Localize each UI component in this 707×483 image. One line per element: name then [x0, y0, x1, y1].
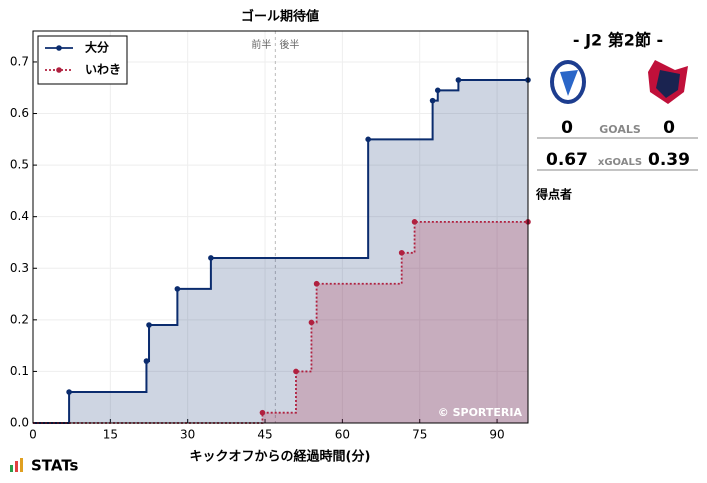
xg-label: xGOALS [598, 157, 642, 168]
y-tick-label: 0.7 [10, 54, 29, 68]
point [66, 389, 72, 395]
home-xg: 0.67 [546, 150, 588, 170]
round: - J2 第2節 - [573, 31, 663, 50]
y-tick-label: 0.5 [10, 158, 29, 172]
point [429, 97, 436, 104]
half-label: 後半 [279, 38, 299, 51]
legend-marker [56, 67, 62, 73]
scorers-label: 得点者 [535, 187, 572, 202]
away-xg: 0.39 [648, 150, 690, 170]
legend-label: 大分 [85, 40, 109, 55]
y-tick-label: 0.4 [10, 209, 29, 223]
point [174, 286, 181, 292]
point [455, 77, 462, 83]
point [259, 409, 266, 416]
point [411, 219, 418, 225]
legend-box [37, 35, 128, 85]
y-tick-label: 0.1 [10, 364, 29, 378]
away-logo [648, 60, 688, 104]
away-goals: 0 [663, 118, 675, 138]
y-tick-label: 0.3 [10, 261, 29, 275]
x-tick-label: 90 [489, 428, 504, 442]
watermark: © SPORTERIA [438, 406, 523, 419]
x-tick-label: 45 [257, 428, 272, 442]
plot-frame [32, 30, 529, 424]
point [146, 322, 152, 328]
point [143, 358, 150, 364]
area [33, 80, 528, 423]
brand-text: STATs [31, 457, 79, 475]
area [33, 221, 528, 423]
plot: 0.0 0.1 0.2 0.3 0.4 0.5 0.6 0.7 0 15 30 45 60 75 90 前半後… [10, 30, 531, 442]
x-tick-label: 15 [103, 428, 118, 442]
watermark: © SPORTERIA [438, 406, 523, 419]
point [365, 136, 371, 143]
home-logo [550, 60, 586, 104]
match-panel: - J2 第2節 - 0 GOALS 0 0.67 xGOALS 0.39 得点… [535, 31, 698, 202]
x-tick-label: 75 [412, 428, 427, 442]
point [434, 87, 441, 94]
x-tick-label: 60 [335, 428, 350, 442]
legend-label: いわき [85, 63, 121, 77]
y-tick-label: 0.0 [10, 416, 29, 430]
chart-title: ゴール期待値 [241, 9, 319, 25]
point [293, 368, 299, 375]
y-tick-label: 0.2 [10, 312, 29, 326]
x-axis-label: キックオフからの経過時間(分) [190, 449, 371, 465]
x-tick-label: 0 [29, 428, 37, 442]
y-tick-label: 0.6 [10, 106, 29, 120]
point [398, 249, 405, 256]
goals-label: GOALS [599, 123, 641, 136]
point [208, 255, 214, 261]
x-tick-label: 30 [180, 428, 195, 442]
home-goals: 0 [561, 118, 573, 138]
legend-marker [56, 45, 62, 51]
point [313, 280, 320, 287]
half-label: 前半 [251, 38, 271, 51]
brand: STATs [10, 457, 79, 475]
point [308, 319, 315, 326]
